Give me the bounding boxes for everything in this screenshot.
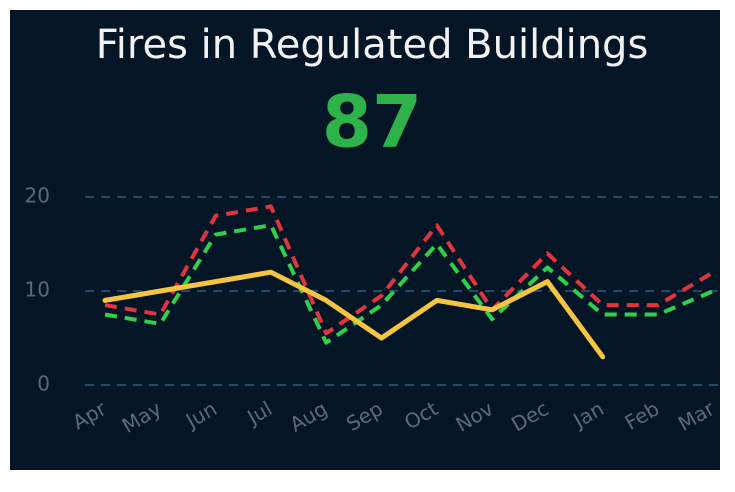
y-tick-label: 10: [25, 278, 50, 302]
series-line: [104, 223, 715, 345]
panel: [10, 10, 720, 470]
y-tick-label: 20: [25, 184, 50, 208]
chart-title: Fires in Regulated Buildings: [96, 22, 649, 68]
series-line: [104, 204, 715, 336]
series-line: [102, 269, 606, 360]
kpi-value: 87: [322, 80, 422, 164]
y-tick-label: 0: [37, 372, 50, 396]
